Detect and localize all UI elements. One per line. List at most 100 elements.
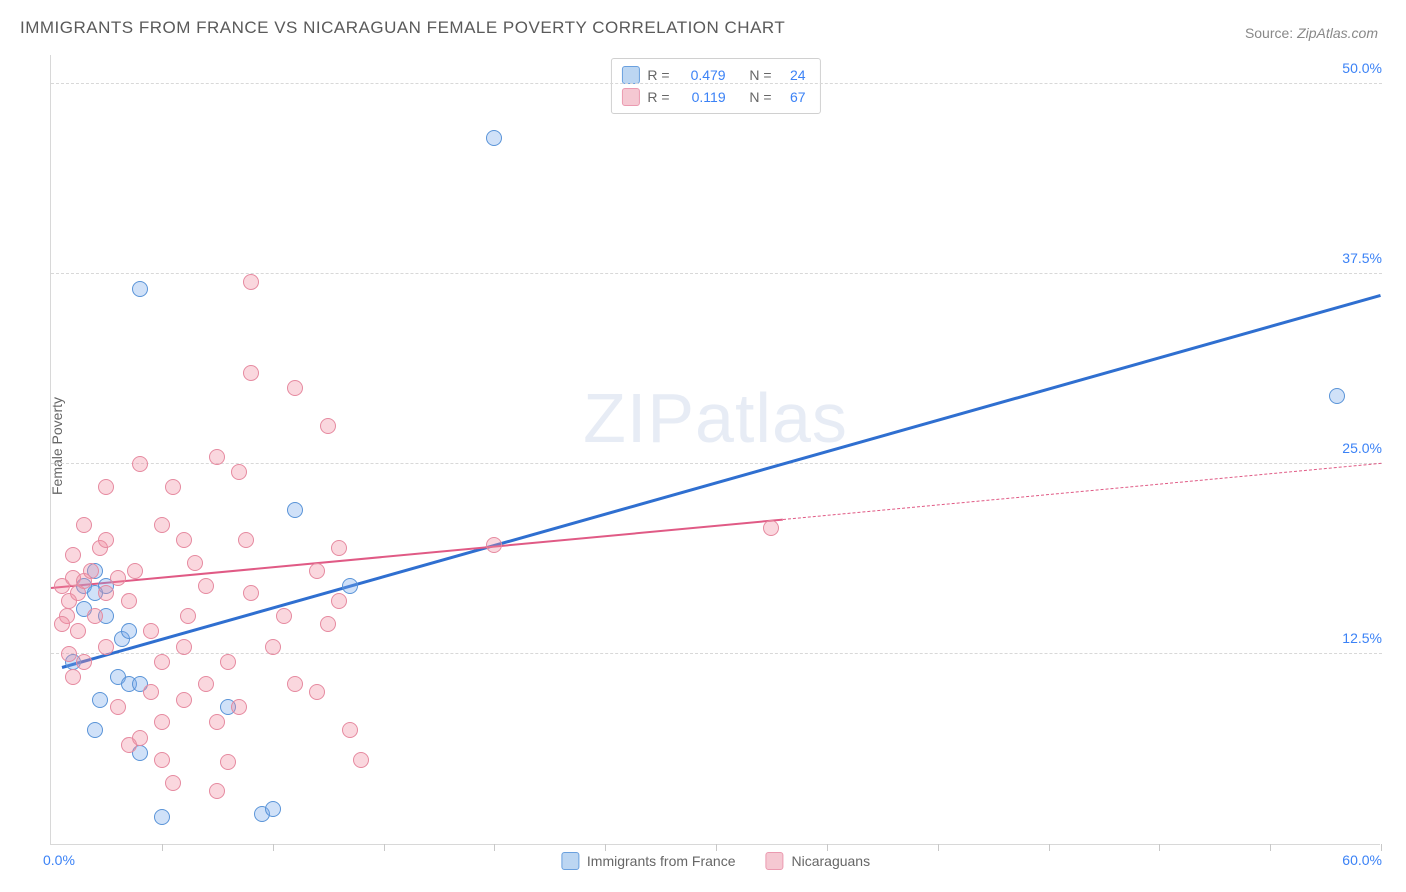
series-swatch-france: [561, 852, 579, 870]
data-point-nicaragua: [98, 532, 114, 548]
x-tick: [162, 844, 163, 851]
data-point-france: [287, 502, 303, 518]
x-tick: [1159, 844, 1160, 851]
chart-title: IMMIGRANTS FROM FRANCE VS NICARAGUAN FEM…: [20, 18, 785, 38]
series-legend-nicaragua: Nicaraguans: [765, 852, 870, 870]
data-point-nicaragua: [238, 532, 254, 548]
series-label-france: Immigrants from France: [587, 853, 736, 869]
data-point-france: [342, 578, 358, 594]
data-point-nicaragua: [176, 692, 192, 708]
data-point-nicaragua: [121, 737, 137, 753]
data-point-nicaragua: [331, 593, 347, 609]
data-point-france: [1329, 388, 1345, 404]
data-point-nicaragua: [342, 722, 358, 738]
series-swatch-nicaragua: [765, 852, 783, 870]
data-point-nicaragua: [276, 608, 292, 624]
legend-N-nicaragua: 67: [780, 86, 806, 108]
data-point-nicaragua: [198, 578, 214, 594]
data-point-nicaragua: [331, 540, 347, 556]
data-point-nicaragua: [320, 616, 336, 632]
series-legend: Immigrants from France Nicaraguans: [561, 852, 870, 870]
data-point-nicaragua: [220, 754, 236, 770]
data-point-nicaragua: [309, 684, 325, 700]
x-tick: [384, 844, 385, 851]
plot-area: ZIPatlas R = 0.479 N = 24 R = 0.119 N = …: [50, 55, 1380, 845]
data-point-nicaragua: [154, 517, 170, 533]
legend-swatch-nicaragua: [621, 88, 639, 106]
data-point-nicaragua: [76, 654, 92, 670]
data-point-nicaragua: [231, 699, 247, 715]
data-point-nicaragua: [287, 380, 303, 396]
gridline-h: [51, 653, 1382, 654]
x-tick: [716, 844, 717, 851]
data-point-nicaragua: [209, 449, 225, 465]
x-tick: [605, 844, 606, 851]
x-tick: [1049, 844, 1050, 851]
correlation-legend: R = 0.479 N = 24 R = 0.119 N = 67: [610, 58, 820, 114]
x-tick: [1270, 844, 1271, 851]
data-point-nicaragua: [132, 456, 148, 472]
source-name: ZipAtlas.com: [1297, 25, 1378, 41]
data-point-nicaragua: [54, 616, 70, 632]
data-point-nicaragua: [180, 608, 196, 624]
x-axis-max-label: 60.0%: [1342, 852, 1382, 868]
data-point-nicaragua: [65, 547, 81, 563]
data-point-nicaragua: [61, 646, 77, 662]
data-point-nicaragua: [165, 479, 181, 495]
data-point-nicaragua: [65, 669, 81, 685]
data-point-nicaragua: [165, 775, 181, 791]
data-point-nicaragua: [187, 555, 203, 571]
data-point-nicaragua: [121, 593, 137, 609]
data-point-nicaragua: [320, 418, 336, 434]
trend-line-ext-nicaragua: [782, 463, 1381, 520]
y-grid-label: 50.0%: [1338, 60, 1382, 76]
series-label-nicaragua: Nicaraguans: [791, 853, 870, 869]
data-point-nicaragua: [763, 520, 779, 536]
data-point-nicaragua: [98, 639, 114, 655]
data-point-nicaragua: [231, 464, 247, 480]
legend-R-label-2: R =: [647, 86, 669, 108]
data-point-nicaragua: [220, 654, 236, 670]
data-point-nicaragua: [287, 676, 303, 692]
data-point-nicaragua: [176, 639, 192, 655]
x-tick: [827, 844, 828, 851]
data-point-france: [87, 722, 103, 738]
series-legend-france: Immigrants from France: [561, 852, 736, 870]
data-point-nicaragua: [110, 570, 126, 586]
data-point-nicaragua: [209, 783, 225, 799]
data-point-france: [265, 801, 281, 817]
data-point-nicaragua: [98, 479, 114, 495]
chart-container: IMMIGRANTS FROM FRANCE VS NICARAGUAN FEM…: [0, 0, 1406, 892]
data-point-france: [121, 623, 137, 639]
legend-swatch-france: [621, 66, 639, 84]
data-point-nicaragua: [309, 563, 325, 579]
source-attribution: Source: ZipAtlas.com: [1245, 25, 1378, 41]
y-grid-label: 37.5%: [1338, 250, 1382, 266]
data-point-nicaragua: [70, 623, 86, 639]
x-tick: [938, 844, 939, 851]
source-prefix: Source:: [1245, 25, 1297, 41]
data-point-nicaragua: [176, 532, 192, 548]
data-point-nicaragua: [243, 365, 259, 381]
watermark: ZIPatlas: [583, 378, 848, 458]
watermark-thin: atlas: [695, 379, 848, 457]
x-axis-min-label: 0.0%: [43, 852, 75, 868]
watermark-bold: ZIP: [583, 379, 695, 457]
data-point-france: [92, 692, 108, 708]
data-point-nicaragua: [353, 752, 369, 768]
data-point-nicaragua: [127, 563, 143, 579]
data-point-nicaragua: [265, 639, 281, 655]
data-point-nicaragua: [154, 752, 170, 768]
data-point-nicaragua: [243, 274, 259, 290]
data-point-nicaragua: [98, 585, 114, 601]
x-tick: [273, 844, 274, 851]
data-point-nicaragua: [110, 699, 126, 715]
x-tick: [494, 844, 495, 851]
data-point-nicaragua: [87, 608, 103, 624]
data-point-france: [132, 281, 148, 297]
data-point-nicaragua: [83, 563, 99, 579]
data-point-nicaragua: [76, 517, 92, 533]
data-point-nicaragua: [143, 684, 159, 700]
data-point-france: [154, 809, 170, 825]
legend-row-nicaragua: R = 0.119 N = 67: [621, 86, 805, 108]
